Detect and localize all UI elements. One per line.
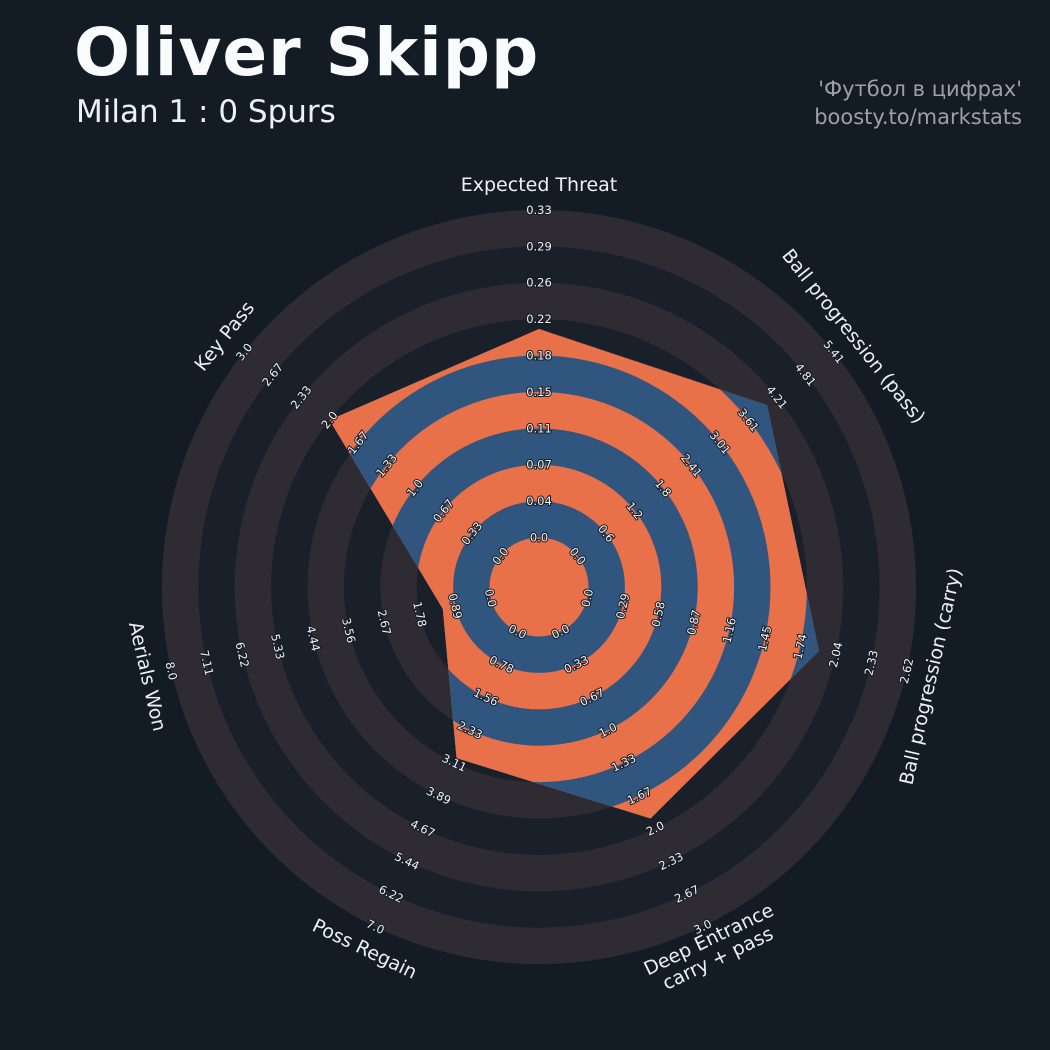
tick-label: 0.26 — [526, 276, 552, 290]
tick-label: 0.15 — [526, 385, 552, 399]
tick-label: 0.22 — [526, 312, 552, 326]
tick-label: 3.56 — [339, 616, 358, 644]
tick-label: 0.33 — [526, 203, 552, 217]
tick-label: 1.74 — [791, 633, 810, 661]
tick-label: 0.07 — [526, 458, 552, 472]
tick-label: 8.0 — [163, 660, 181, 681]
tick-label: 1.78 — [410, 600, 429, 628]
tick-label: 2.62 — [897, 657, 916, 685]
tick-label: 1.16 — [720, 616, 739, 644]
tick-label: 0.58 — [649, 600, 668, 628]
watermark-credit: 'Футбол в цифрах' boosty.to/markstats — [814, 76, 1022, 132]
tick-label: 0.0 — [530, 531, 548, 545]
tick-label: 0.29 — [526, 239, 552, 253]
tick-label: 7.11 — [197, 649, 216, 677]
tick-label: 0.29 — [613, 592, 632, 620]
tick-label: 0.0 — [578, 588, 596, 609]
tick-label: 6.22 — [233, 641, 252, 669]
tick-label: 5.33 — [268, 633, 287, 661]
match-score-subtitle: Milan 1 : 0 Spurs — [76, 94, 336, 130]
tick-label: 2.67 — [375, 608, 394, 636]
credit-line-1: 'Футбол в цифрах' — [818, 77, 1022, 101]
tick-label: 0.87 — [684, 608, 703, 636]
axis-label: Expected Threat — [461, 174, 618, 196]
tick-label: 1.45 — [755, 624, 774, 652]
tick-label: 0.04 — [526, 494, 552, 508]
tick-label: 4.44 — [304, 624, 323, 652]
tick-label: 2.33 — [862, 649, 881, 677]
tick-label: 0.11 — [526, 421, 552, 435]
tick-label: 0.89 — [446, 592, 465, 620]
page-title: Oliver Skipp — [74, 14, 540, 91]
tick-label: 0.18 — [526, 349, 552, 363]
credit-line-2: boosty.to/markstats — [814, 104, 1022, 129]
tick-label: 2.04 — [826, 641, 845, 669]
radar-ring-center — [489, 537, 589, 637]
tick-label: 0.0 — [482, 588, 500, 609]
